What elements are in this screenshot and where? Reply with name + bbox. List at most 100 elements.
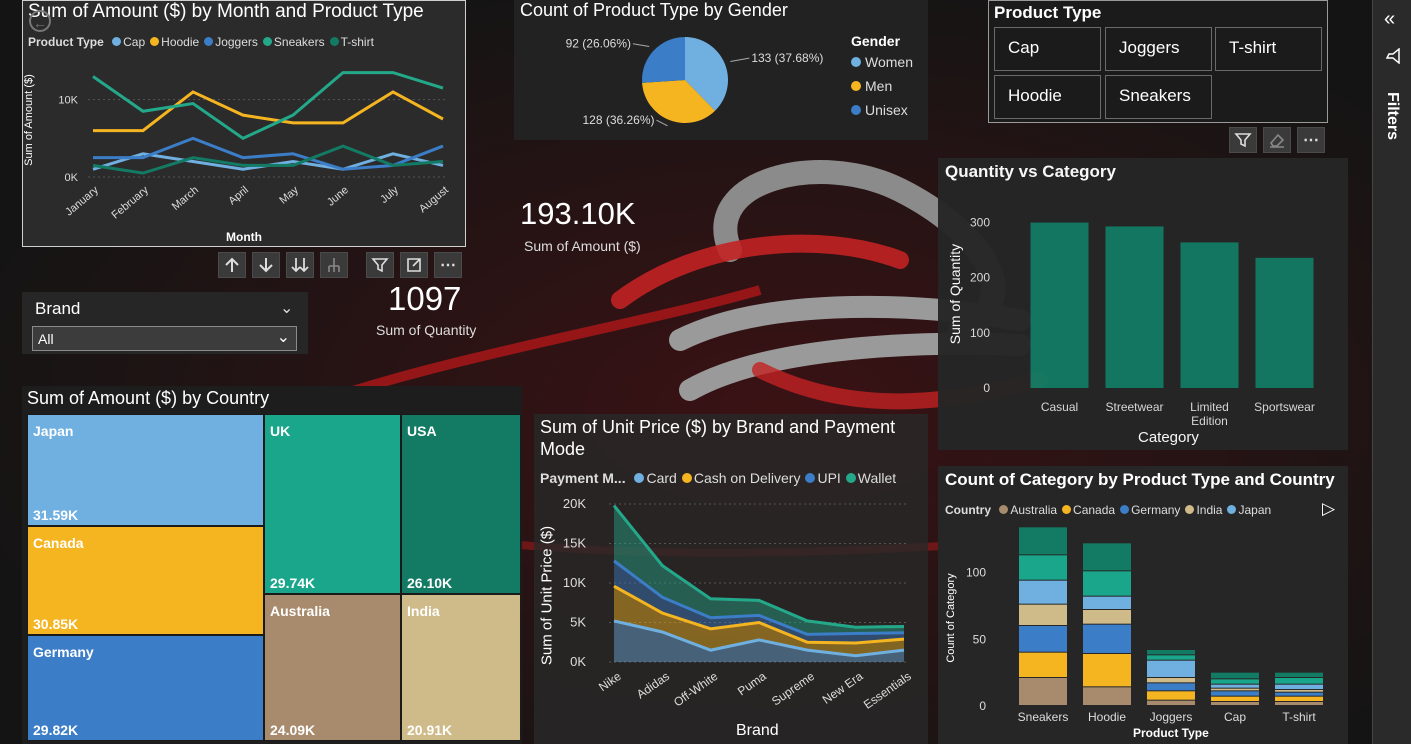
legend-item[interactable]: India — [1185, 503, 1222, 517]
stacked-bar-panel[interactable]: Count of Category by Product Type and Co… — [938, 466, 1348, 744]
legend-label: Canada — [1073, 503, 1116, 517]
y-tick-label: 10K — [563, 575, 586, 590]
eraser-icon[interactable] — [1263, 127, 1291, 153]
slicer-option-cap[interactable]: Cap — [994, 27, 1101, 71]
legend-item[interactable]: Joggers — [204, 35, 258, 49]
amount-kpi-value: 193.10K — [520, 196, 636, 231]
filters-pane[interactable]: « Filters — [1372, 0, 1411, 744]
line-chart-panel[interactable]: Sum of Amount ($) by Month and Product T… — [22, 0, 466, 247]
x-tick-label: T-shirt — [1282, 710, 1316, 724]
bar-segment-sneakers-canada — [1019, 652, 1067, 677]
treemap-cell-usa[interactable]: USA 26.10K — [401, 414, 521, 594]
bar-segment-sneakers-india — [1019, 604, 1067, 625]
x-tick-label: Essentials — [861, 669, 914, 712]
slicer-option-sneakers[interactable]: Sneakers — [1105, 75, 1212, 119]
filter-icon[interactable] — [366, 252, 394, 278]
x-tick-label: May — [277, 184, 301, 207]
bar-segment-cap-japan — [1211, 684, 1259, 688]
treemap-cell-japan[interactable]: Japan 31.59K — [27, 414, 264, 526]
treemap-panel[interactable]: Sum of Amount ($) by Country Japan 31.59… — [22, 386, 522, 744]
x-tick-label: Supreme — [769, 669, 817, 709]
treemap-cell-canada[interactable]: Canada 30.85K — [27, 526, 264, 635]
area-legend: Payment M... Card Cash on Delivery UPI Wall… — [540, 470, 896, 486]
legend-item[interactable]: Australia — [999, 503, 1057, 517]
focus-mode-icon[interactable] — [400, 252, 428, 278]
legend-item[interactable]: Unisex — [851, 102, 913, 118]
slicer-filter-icon[interactable] — [1229, 127, 1257, 153]
legend-item[interactable]: Sneakers — [262, 35, 325, 49]
expand-pane-icon[interactable]: « — [1384, 8, 1396, 30]
legend-item[interactable]: Wallet — [845, 470, 896, 486]
bar-segment-joggers-canada — [1147, 691, 1195, 700]
legend-item[interactable]: Hoodie — [150, 35, 199, 49]
pie-slice-unisex — [642, 37, 685, 83]
brand-slicer[interactable]: Brand ⌄ All ⌄ — [22, 292, 308, 354]
area-legend-title: Payment M... — [540, 470, 626, 486]
brand-dropdown[interactable]: All ⌄ — [32, 326, 297, 351]
x-tick-label: New Era — [820, 669, 866, 707]
treemap-cell-australia[interactable]: Australia 24.09K — [264, 594, 401, 741]
x-tick-label: June — [325, 184, 351, 209]
slicer-option-joggers[interactable]: Joggers — [1105, 27, 1212, 71]
quantity-kpi-value: 1097 — [388, 280, 462, 317]
brand-slicer-collapse-icon[interactable]: ⌄ — [280, 300, 294, 317]
slicer-option-hoodie[interactable]: Hoodie — [994, 75, 1101, 119]
expand-all-down-icon[interactable] — [286, 252, 314, 278]
bar-segment-hoodie-uk — [1083, 571, 1131, 596]
series-line-hoodie — [93, 90, 444, 133]
slicer-more-options-icon[interactable]: ⋯ — [1297, 127, 1325, 153]
legend-next-icon[interactable]: ▷ — [1322, 499, 1336, 518]
bar-segment-cap-canada — [1211, 696, 1259, 701]
quantity-x-axis-title: Category — [1138, 429, 1199, 446]
legend-label: Unisex — [865, 102, 908, 118]
x-tick-label: Off-White — [671, 669, 721, 710]
series-line-sneakers — [92, 71, 444, 141]
stacked-legend: Country Australia Canada Germany India Japan — [945, 503, 1271, 517]
legend-item[interactable]: UPI — [805, 470, 841, 486]
legend-item[interactable]: T-shirt — [329, 35, 374, 49]
treemap-cell-uk[interactable]: UK 29.74K — [264, 414, 401, 594]
x-tick-label: Streetwear — [1105, 400, 1163, 414]
legend-item[interactable]: Cash on Delivery — [681, 470, 800, 486]
expand-hierarchy-icon[interactable] — [320, 252, 348, 278]
drill-up-icon[interactable] — [218, 252, 246, 278]
pie-chart-panel[interactable]: Count of Product Type by Gender 133 (37.… — [514, 0, 928, 140]
legend-dot-icon — [681, 473, 692, 483]
legend-item[interactable]: Japan — [1227, 503, 1271, 517]
area-chart-panel[interactable]: Sum of Unit Price ($) by Brand and Payme… — [534, 414, 928, 744]
treemap-value: 30.85K — [33, 616, 79, 632]
x-tick-label: Nike — [596, 669, 624, 694]
bar-segment-t-shirt-australia — [1275, 702, 1323, 705]
more-options-icon[interactable]: ⋯ — [434, 252, 462, 278]
legend-item[interactable]: Cap — [112, 35, 145, 49]
product-type-slicer[interactable]: Product Type Cap Joggers T-shirt Hoodie … — [988, 0, 1328, 123]
y-tick-label: 200 — [970, 271, 990, 285]
treemap-cell-india[interactable]: India 20.91K — [401, 594, 521, 741]
back-icon[interactable]: ← — [29, 10, 51, 32]
legend-items: Cap Hoodie Joggers Sneakers T-shirt — [107, 35, 374, 49]
legend-item[interactable]: Men — [851, 78, 913, 94]
quantity-bar-panel[interactable]: Quantity vs Category 0 100 200 300 Casual Str… — [938, 158, 1348, 450]
drill-down-icon[interactable] — [252, 252, 280, 278]
bar-segment-sneakers-uk — [1019, 555, 1067, 580]
bar-segment-joggers-india — [1147, 678, 1195, 683]
x-tick-label: February — [109, 184, 151, 222]
x-tick-label: Limited — [1190, 400, 1229, 414]
slicer-option-tshirt[interactable]: T-shirt — [1215, 27, 1322, 71]
bar-sportswear — [1255, 257, 1314, 388]
treemap-value: 29.74K — [270, 575, 316, 591]
pie-chart-title: Count of Product Type by Gender — [520, 0, 788, 20]
quantity-bar-title: Quantity vs Category — [945, 162, 1116, 181]
legend-item[interactable]: Women — [851, 54, 913, 70]
quantity-kpi-label: Sum of Quantity — [376, 322, 477, 338]
y-tick-label: 5K — [570, 615, 586, 630]
treemap-cell-germany[interactable]: Germany 29.82K — [27, 635, 264, 741]
legend-item[interactable]: Card — [634, 470, 677, 486]
area-line-cash-on-delivery — [613, 584, 905, 645]
legend-dot-icon — [851, 105, 861, 115]
legend-item[interactable]: Canada — [1062, 503, 1115, 517]
legend-title: Product Type — [28, 35, 104, 49]
pie-leader-line — [730, 57, 750, 62]
x-tick-label: Joggers — [1150, 710, 1193, 724]
legend-item[interactable]: Germany — [1120, 503, 1180, 517]
